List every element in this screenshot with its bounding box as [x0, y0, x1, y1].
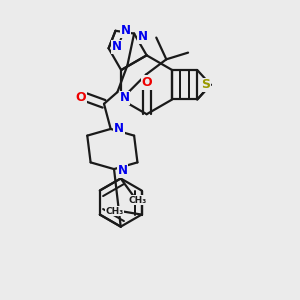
Text: N: N: [114, 122, 124, 135]
Text: O: O: [141, 76, 152, 89]
Text: N: N: [137, 30, 148, 44]
Text: CH₃: CH₃: [129, 196, 147, 205]
Text: N: N: [117, 164, 128, 177]
Text: O: O: [75, 91, 86, 103]
Text: S: S: [201, 78, 210, 91]
Text: N: N: [121, 24, 130, 37]
Text: CH₃: CH₃: [105, 207, 123, 216]
Text: N: N: [112, 40, 122, 53]
Text: N: N: [119, 91, 130, 104]
